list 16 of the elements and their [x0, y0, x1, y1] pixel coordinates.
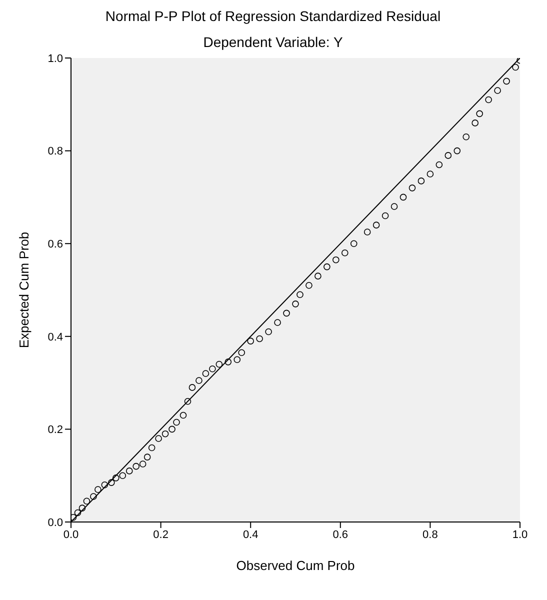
- x-axis-title: Observed Cum Prob: [236, 558, 355, 573]
- chart-title: Normal P-P Plot of Regression Standardized Residual: [104, 8, 442, 24]
- y-tick-label: 0.0: [48, 516, 63, 529]
- y-tick-label: 0.4: [48, 331, 63, 344]
- y-tick-label: 1.0: [48, 52, 63, 65]
- chart-subtitle: Dependent Variable: Y: [202, 34, 344, 50]
- x-tick-label: 0.2: [153, 528, 168, 541]
- x-tick-label: 0.8: [422, 528, 438, 541]
- x-tick-label: 0.6: [332, 528, 348, 541]
- x-tick-label: 0.4: [242, 528, 258, 541]
- y-tick-label: 0.2: [48, 424, 63, 436]
- y-axis-title: Expected Cum Prob: [16, 232, 32, 348]
- x-tick-label: 1.0: [512, 528, 528, 541]
- y-tick-label: 0.8: [48, 146, 63, 158]
- x-tick-label: 0.0: [63, 528, 79, 541]
- y-tick-label: 0.6: [48, 238, 63, 251]
